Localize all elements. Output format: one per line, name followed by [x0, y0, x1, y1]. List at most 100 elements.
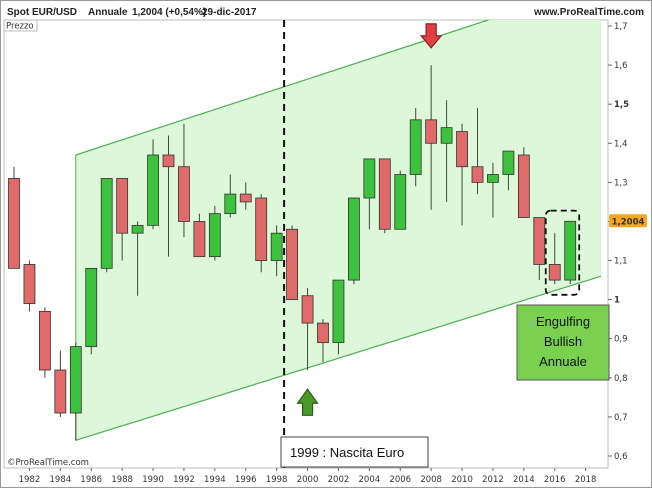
candle-body: [162, 154, 175, 168]
candle-body: [147, 154, 159, 226]
x-tick-label: 1996: [235, 475, 257, 485]
period-label: Annuale: [88, 7, 128, 18]
candle-body: [301, 295, 314, 324]
candle-2007: [409, 108, 422, 187]
x-tick-label: 1990: [142, 475, 164, 485]
candle-2011: [471, 108, 484, 195]
candle-body: [69, 346, 82, 414]
channel-upper-line: [75, 20, 491, 156]
channel-lower-line: [75, 275, 602, 441]
candle-body: [378, 158, 391, 230]
candle-1996: [239, 182, 252, 210]
candle-body: [39, 310, 51, 371]
candle-2013: [502, 150, 515, 191]
candle-body: [517, 154, 530, 218]
candle-2004: [363, 158, 376, 230]
candle-1990: [147, 139, 159, 230]
candle-body: [286, 228, 299, 301]
x-tick-label: 1986: [80, 475, 102, 485]
up-arrow-icon: [296, 388, 319, 416]
candle-1994: [208, 205, 221, 261]
x-tick-label: 2016: [544, 475, 566, 485]
candle-1987: [100, 178, 113, 273]
engulfing-box: [516, 304, 610, 381]
euro-birth-annotation: 1999 : Nascita Euro: [280, 436, 429, 468]
x-tick-label: 2010: [451, 475, 473, 485]
candle-body: [193, 221, 206, 258]
candle-body: [85, 267, 98, 347]
candle-1995: [224, 174, 237, 218]
candle-2008: [425, 65, 438, 210]
candle-2015: [533, 217, 546, 281]
y-tick-label: 1,7: [614, 22, 628, 32]
marker-layer: [296, 23, 581, 416]
candle-body: [363, 158, 376, 199]
y-tick-label: 0,8: [614, 374, 628, 384]
candle-body: [347, 197, 360, 281]
euro-birth-label: 1999 : Nascita Euro: [290, 445, 404, 460]
euro-birth-box: [280, 436, 429, 468]
x-tick-label: 2006: [389, 475, 411, 485]
quote-label: 1,2004 (+0,54%): [132, 7, 206, 18]
y-tick-label: 1,4: [614, 139, 628, 149]
candle-2001: [317, 319, 329, 363]
panel-label-box: [3, 19, 38, 32]
candle-body: [8, 178, 20, 269]
x-tick-label: 2002: [328, 475, 350, 485]
engulfing-dashed-box: [544, 209, 581, 296]
last-price-value: 1,2004: [612, 217, 645, 227]
candle-body: [471, 166, 484, 183]
candle-2017: [564, 220, 577, 284]
candle-1985: [69, 342, 82, 441]
candle-body: [564, 220, 577, 281]
candle-1988: [116, 178, 129, 261]
x-tick-label: 2008: [420, 475, 442, 485]
channel-fill: [75, 20, 602, 441]
candle-body: [317, 322, 329, 344]
candle-body: [255, 197, 268, 261]
candle-body: [116, 178, 129, 234]
x-tick-label: 1994: [204, 475, 226, 485]
candle-body: [270, 232, 283, 261]
candle-2006: [394, 170, 407, 230]
copyright-label: ©ProRealTime.com: [7, 458, 89, 468]
candle-body: [394, 174, 407, 230]
candle-layer: [8, 65, 577, 441]
x-tick-label: 2000: [297, 475, 319, 485]
candle-1998: [270, 225, 283, 277]
y-tick-label: 0,6: [614, 452, 628, 462]
x-tick-label: 1984: [50, 475, 72, 485]
date-label: 29-dic-2017: [202, 7, 257, 18]
candle-body: [487, 174, 499, 183]
candle-1993: [193, 213, 206, 258]
candle-body: [224, 193, 237, 215]
candle-body: [440, 127, 453, 144]
x-tick-label: 1992: [173, 475, 195, 485]
x-axis: 1982 1984 1986 1988 1990 1992 1994 1996 1998 2000…: [19, 468, 596, 485]
candle-1983: [39, 307, 51, 378]
site-label: www.ProRealTime.com: [533, 7, 644, 18]
candle-2012: [487, 162, 499, 218]
engulfing-annotation: Engulfing Bullish Annuale: [516, 304, 610, 381]
candle-2010: [456, 123, 468, 226]
candle-body: [131, 224, 144, 234]
candle-2000: [301, 287, 314, 370]
candle-1997: [255, 194, 268, 273]
down-arrow-icon: [419, 23, 443, 49]
last-price-tag: 1,2004: [609, 214, 647, 228]
last-price-tag-bg: [609, 214, 647, 228]
x-tick-label: 1988: [111, 475, 133, 485]
y-tick-label: 0,7: [614, 413, 628, 423]
candle-1992: [178, 123, 190, 238]
candle-body: [178, 166, 190, 222]
candle-1991: [162, 135, 175, 257]
candle-body: [54, 369, 67, 414]
candle-body: [533, 217, 546, 265]
x-tick-label: 2004: [359, 475, 381, 485]
y-tick-label: 1,3: [614, 178, 628, 188]
y-tick-label: 1,1: [614, 257, 628, 267]
symbol-label: Spot EUR/USD: [7, 7, 77, 18]
x-tick-label: 1998: [266, 475, 288, 485]
y-tick-label: 0,9: [614, 335, 628, 345]
